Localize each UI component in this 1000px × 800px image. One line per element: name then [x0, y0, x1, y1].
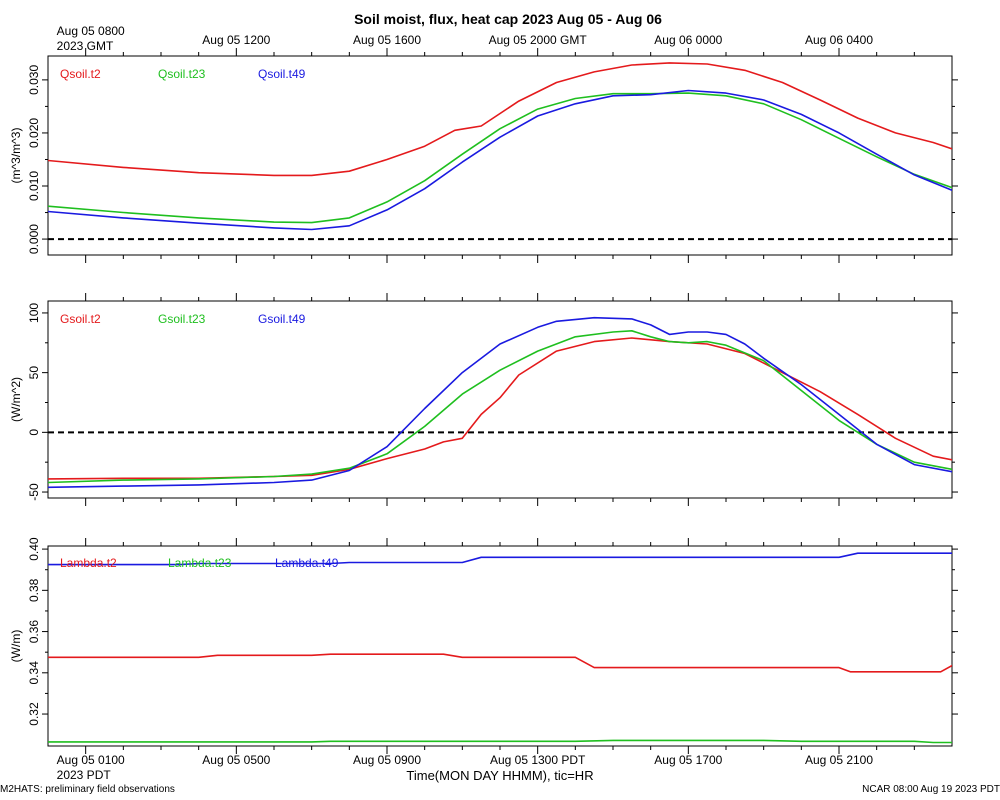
series-line-t2 — [48, 62, 952, 177]
panel-lambda: 0.32 0.34 0.36 0.38 0.40 (W/m) Lambda.t2 Lambda… — [9, 537, 958, 754]
legend-entry-t23: Lambda.t23 — [168, 556, 232, 570]
series-line-t49 — [48, 552, 952, 566]
bottom-tick-label: Aug 05 1300 PDT — [490, 753, 586, 767]
panel-moisture: 0.000 0.010 0.020 0.030 (m^3/m^3) Qsoil.t2 Qso… — [9, 48, 958, 263]
series-group — [48, 552, 952, 744]
y-tick-label: 0.34 — [27, 661, 41, 685]
legend-entry-t49: Lambda.t49 — [275, 556, 339, 570]
y-tick-label: 50 — [27, 366, 41, 380]
legend-entry-t23: Qsoil.t23 — [158, 67, 206, 81]
legend-entry-t23: Gsoil.t23 — [158, 312, 206, 326]
series-group — [48, 62, 952, 231]
series-line-t49 — [48, 316, 952, 489]
top-tick-label: Aug 06 0000 — [654, 33, 722, 47]
panel-frame — [47, 545, 953, 747]
panel-frame — [47, 55, 953, 256]
bottom-tick-label: Aug 05 0500 — [202, 753, 270, 767]
y-tick-label: 0.32 — [27, 702, 41, 726]
series-group — [48, 316, 952, 489]
series-line-t23 — [48, 739, 952, 744]
y-tick-label: 100 — [27, 303, 41, 323]
y-tick-label: 0.36 — [27, 620, 41, 644]
y-tick-label: 0.020 — [27, 118, 41, 148]
y-axis-label: (m^3/m^3) — [9, 128, 23, 184]
y-tick-label: 0.40 — [27, 537, 41, 561]
y-tick-label: -50 — [27, 483, 41, 501]
footer-right-timestamp: NCAR 08:00 Aug 19 2023 PDT — [862, 784, 1000, 795]
legend-entry-t49: Qsoil.t49 — [258, 67, 306, 81]
y-tick-label: 0 — [27, 429, 41, 436]
y-axis-label: (W/m) — [9, 630, 23, 663]
top-tick-label-year: 2023 GMT — [57, 39, 114, 53]
y-axis-label: (W/m^2) — [9, 377, 23, 422]
y-tick-label: 0.000 — [27, 224, 41, 254]
chart-panels: 0.000 0.010 0.020 0.030 (m^3/m^3) Qsoil.t2 Qso… — [9, 48, 958, 754]
footer-left-note: M2HATS: preliminary field observations — [0, 784, 175, 795]
y-tick-label: 0.010 — [27, 171, 41, 201]
x-axis-label: Time(MON DAY HHMM), tic=HR — [406, 768, 593, 783]
legend-entry-t2: Lambda.t2 — [60, 556, 117, 570]
bottom-tick-label: Aug 05 0100 — [57, 753, 125, 767]
top-tick-label: Aug 05 1200 — [202, 33, 270, 47]
top-tick-label: Aug 06 0400 — [805, 33, 873, 47]
series-line-t2 — [48, 337, 952, 480]
top-tick-label: Aug 05 1600 — [353, 33, 421, 47]
legend-entry-t49: Gsoil.t49 — [258, 312, 306, 326]
bottom-tick-label-year: 2023 PDT — [57, 768, 112, 782]
panel-flux: -50 0 50 100 (W/m^2) Gsoil.t2 Gsoil.t23 Gsoil.t… — [9, 293, 958, 506]
bottom-tick-label: Aug 05 1700 — [654, 753, 722, 767]
series-line-t23 — [48, 92, 952, 224]
legend-entry-t2: Gsoil.t2 — [60, 312, 101, 326]
y-tick-label: 0.38 — [27, 578, 41, 602]
chart-title: Soil moist, flux, heat cap 2023 Aug 05 -… — [354, 11, 662, 27]
top-tick-label: Aug 05 2000 GMT — [489, 33, 588, 47]
y-tick-label: 0.030 — [27, 65, 41, 95]
series-line-t2 — [48, 653, 952, 673]
legend-entry-t2: Qsoil.t2 — [60, 67, 101, 81]
bottom-tick-label: Aug 05 0900 — [353, 753, 421, 767]
series-line-t49 — [48, 89, 952, 231]
panel-frame — [47, 300, 953, 499]
top-tick-label: Aug 05 0800 — [57, 24, 125, 38]
bottom-tick-label: Aug 05 2100 — [805, 753, 873, 767]
series-line-t23 — [48, 330, 952, 484]
